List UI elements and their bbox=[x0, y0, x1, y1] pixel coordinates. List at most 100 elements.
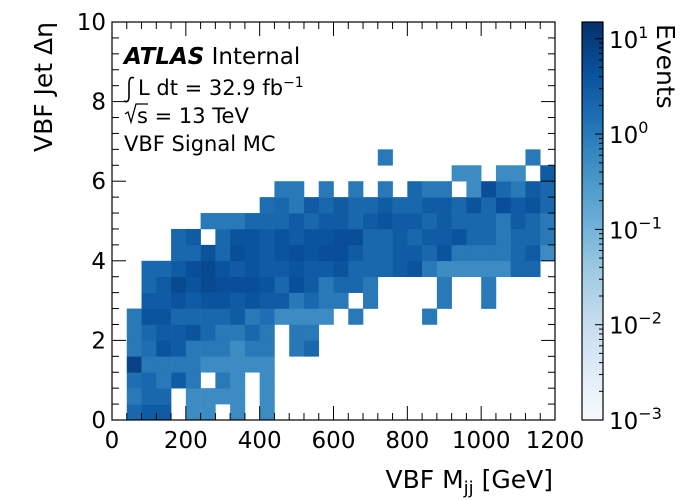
heatmap-cell bbox=[363, 213, 379, 230]
heatmap-cell bbox=[525, 181, 541, 198]
heatmap-cell bbox=[348, 197, 364, 214]
heatmap-cell bbox=[422, 308, 438, 325]
heatmap-cell bbox=[289, 197, 305, 214]
heatmap-cell bbox=[525, 260, 541, 278]
heatmap-cell bbox=[185, 324, 201, 341]
heatmap-cell bbox=[156, 404, 172, 421]
heatmap-cell bbox=[171, 244, 187, 262]
heatmap-cell bbox=[495, 181, 511, 198]
heatmap-cell bbox=[289, 260, 305, 278]
heatmap-cell bbox=[200, 213, 216, 230]
heatmap-cell bbox=[407, 244, 423, 262]
heatmap-cell bbox=[363, 276, 379, 293]
heatmap-cell bbox=[451, 244, 467, 262]
heatmap-cell bbox=[156, 356, 172, 373]
heatmap-cell bbox=[422, 197, 438, 214]
heatmap-cell bbox=[289, 228, 305, 246]
heatmap-cell bbox=[540, 197, 556, 214]
heatmap-cell bbox=[289, 213, 305, 230]
heatmap-cell bbox=[510, 228, 526, 246]
heatmap-cell bbox=[289, 308, 305, 325]
heatmap-cell bbox=[481, 228, 497, 246]
heatmap-cell bbox=[126, 324, 142, 341]
x-tick-label: 400 bbox=[238, 428, 282, 454]
heatmap-cell bbox=[422, 260, 438, 278]
heatmap-cell bbox=[215, 308, 231, 325]
heatmap-cells bbox=[126, 149, 556, 421]
heatmap-cell bbox=[318, 308, 334, 325]
heatmap-cell bbox=[436, 292, 452, 309]
integral-sign-icon bbox=[123, 76, 135, 103]
heatmap-cell bbox=[259, 356, 275, 373]
heatmap-cell bbox=[274, 244, 290, 262]
heatmap-cell bbox=[540, 181, 556, 198]
heatmap-cell bbox=[244, 292, 260, 309]
heatmap-cell bbox=[392, 228, 408, 246]
heatmap-cell bbox=[303, 276, 320, 293]
heatmap-cell bbox=[436, 197, 452, 214]
heatmap-cell bbox=[392, 260, 408, 278]
heatmap-cell bbox=[525, 197, 541, 214]
heatmap-cell bbox=[244, 324, 260, 341]
heatmap-cell bbox=[215, 292, 231, 309]
heatmap-cell bbox=[318, 260, 334, 278]
heatmap-cell bbox=[141, 324, 157, 341]
y-tick-label: 6 bbox=[91, 169, 106, 195]
heatmap-cell bbox=[495, 213, 511, 230]
heatmap-cell bbox=[333, 228, 349, 246]
x-tick-label: 200 bbox=[164, 428, 208, 454]
heatmap-cell bbox=[525, 213, 541, 230]
heatmap-cell bbox=[436, 244, 452, 262]
heatmap-cell bbox=[126, 356, 142, 373]
heatmap-cell bbox=[126, 404, 142, 421]
heatmap-cell bbox=[451, 213, 467, 230]
heatmap-cell bbox=[126, 340, 142, 357]
energy-label: s = 13 TeV bbox=[137, 104, 249, 128]
heatmap-cell bbox=[510, 165, 526, 182]
heatmap-cell bbox=[495, 165, 511, 182]
heatmap-cell bbox=[259, 213, 275, 230]
heatmap-cell bbox=[289, 324, 305, 341]
heatmap-cell bbox=[156, 292, 172, 309]
heatmap-cell bbox=[274, 228, 290, 246]
heatmap-cell bbox=[540, 244, 556, 262]
heatmap-cell bbox=[185, 244, 201, 262]
heatmap-cell bbox=[230, 372, 246, 389]
heatmap-cell bbox=[481, 197, 497, 214]
heatmap-cell bbox=[436, 228, 452, 246]
heatmap-cell bbox=[200, 244, 216, 262]
heatmap-cell bbox=[407, 228, 423, 246]
heatmap-cell bbox=[495, 260, 511, 278]
heatmap-cell bbox=[348, 213, 364, 230]
colorbar bbox=[581, 21, 604, 421]
heatmap-cell bbox=[274, 276, 290, 293]
heatmap-cell bbox=[259, 340, 275, 357]
heatmap-cell bbox=[481, 276, 497, 293]
colorbar-tick-label: 10−3 bbox=[609, 404, 662, 435]
heatmap-cell bbox=[318, 228, 334, 246]
heatmap-cell bbox=[303, 292, 320, 309]
heatmap-cell bbox=[289, 340, 305, 357]
x-tick-label: 0 bbox=[105, 428, 120, 454]
heatmap-cell bbox=[200, 324, 216, 341]
heatmap-cell bbox=[244, 276, 260, 293]
heatmap-cell bbox=[156, 324, 172, 341]
heatmap-cell bbox=[230, 356, 246, 373]
colorbar-title: Events bbox=[651, 24, 680, 109]
heatmap-cell bbox=[215, 260, 231, 278]
heatmap-cell bbox=[333, 213, 349, 230]
heatmap-cell bbox=[230, 404, 246, 421]
heatmap-cell bbox=[171, 228, 187, 246]
heatmap-cell bbox=[407, 260, 423, 278]
heatmap-cell bbox=[244, 340, 260, 357]
heatmap-cell bbox=[436, 213, 452, 230]
heatmap-cell bbox=[348, 276, 364, 293]
axis-ticks bbox=[111, 21, 556, 421]
heatmap-cell bbox=[540, 213, 556, 230]
heatmap-cell bbox=[259, 372, 275, 389]
heatmap-cell bbox=[540, 165, 556, 182]
y-tick-label: 4 bbox=[91, 249, 106, 275]
heatmap-cell bbox=[274, 197, 290, 214]
heatmap-cell bbox=[303, 308, 320, 325]
